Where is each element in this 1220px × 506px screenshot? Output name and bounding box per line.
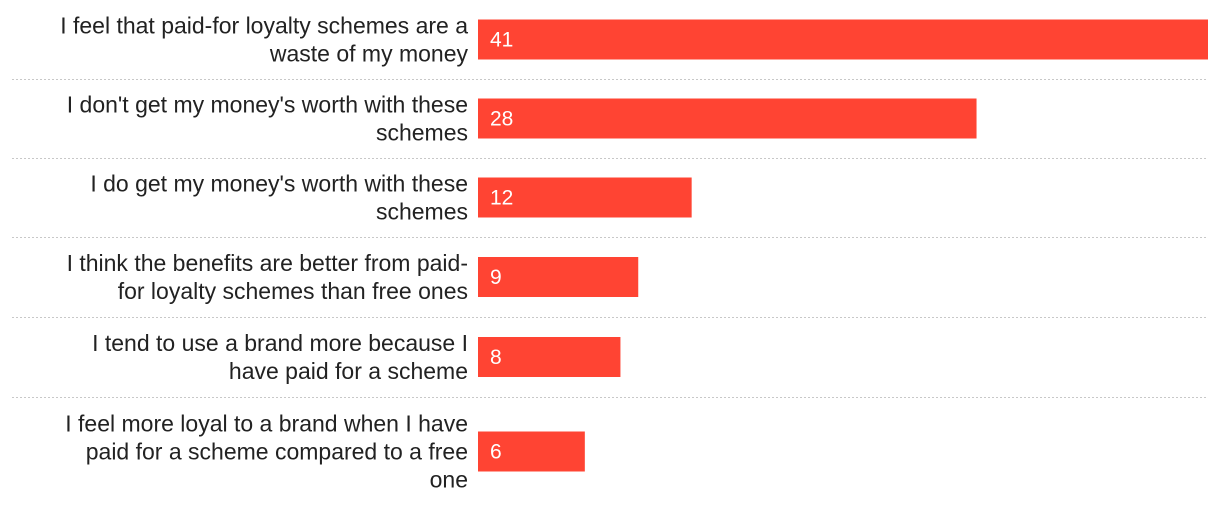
bar — [478, 257, 639, 297]
category-labels: I feel that paid-for loyalty schemes are… — [60, 13, 468, 493]
category-label-line: I feel that paid-for loyalty schemes are… — [60, 13, 468, 39]
category-label-line: I think the benefits are better from pai… — [67, 250, 468, 276]
bar — [478, 19, 1208, 60]
category-label-line: I tend to use a brand more because I — [92, 330, 468, 356]
category-label-line: one — [430, 467, 468, 493]
category-label-line: I don't get my money's worth with these — [67, 92, 468, 118]
bar — [478, 98, 977, 139]
bar — [478, 337, 621, 377]
bars — [478, 19, 1208, 472]
value-label: 9 — [490, 266, 502, 289]
value-label: 41 — [490, 29, 513, 52]
value-label: 12 — [490, 187, 513, 210]
bar — [478, 177, 692, 218]
category-label-line: waste of my money — [269, 41, 469, 67]
bar — [478, 431, 585, 472]
category-label: I don't get my money's worth with these s… — [67, 92, 468, 146]
category-label: I feel that paid-for loyalty schemes are… — [60, 13, 468, 67]
value-label: 28 — [490, 108, 513, 131]
category-label-line: schemes — [376, 199, 468, 225]
category-label: I do get my money's worth with these sche… — [90, 171, 468, 225]
value-label: 6 — [490, 441, 502, 464]
category-label-line: paid for a scheme compared to a free — [86, 439, 468, 465]
row-separators — [12, 79, 1208, 398]
category-label-line: I do get my money's worth with these — [90, 171, 468, 197]
value-label: 8 — [490, 346, 502, 369]
category-label-line: for loyalty schemes than free ones — [118, 278, 468, 304]
category-label: I feel more loyal to a brand when I have… — [65, 411, 468, 493]
value-labels: 41 28 12 9 8 6 — [490, 29, 513, 464]
category-label: I think the benefits are better from pai… — [67, 250, 468, 304]
category-label-line: I feel more loyal to a brand when I have — [65, 411, 468, 437]
category-label-line: schemes — [376, 120, 468, 146]
category-label-line: have paid for a scheme — [229, 358, 468, 384]
